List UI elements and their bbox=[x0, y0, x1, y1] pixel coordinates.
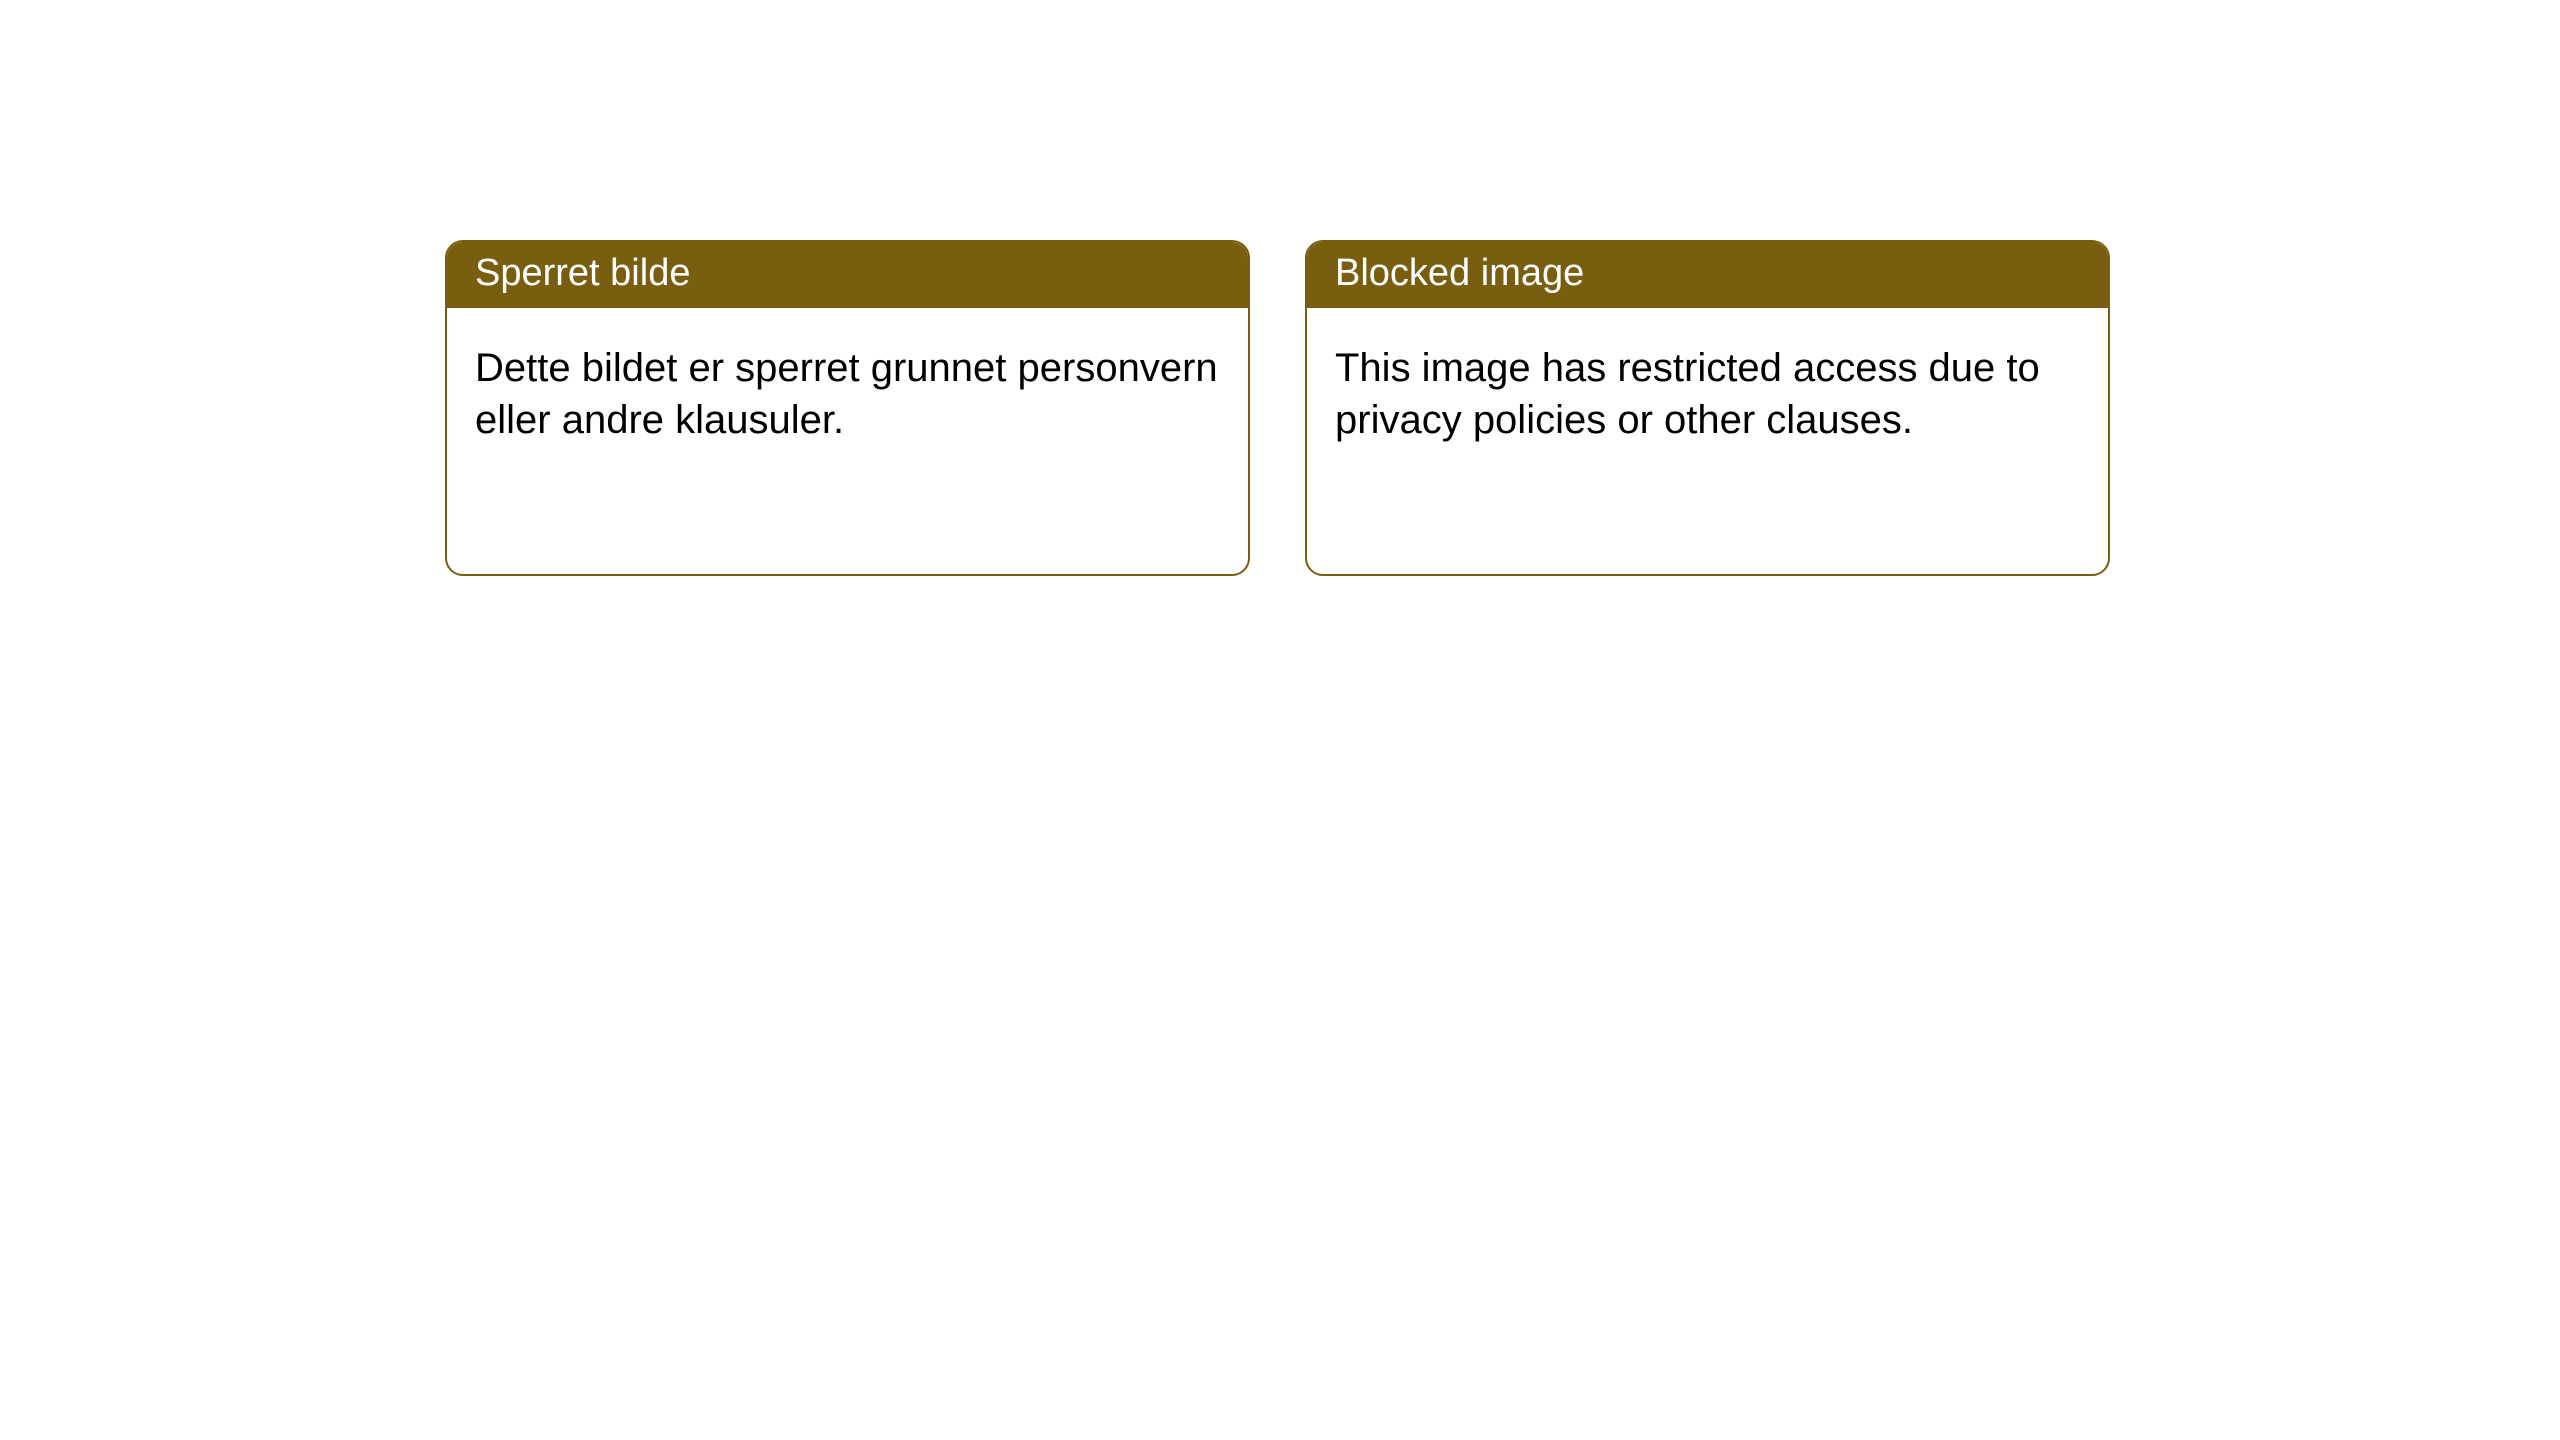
notice-card-english: Blocked image This image has restricted … bbox=[1305, 240, 2110, 576]
notice-header: Sperret bilde bbox=[447, 242, 1248, 308]
notice-card-norwegian: Sperret bilde Dette bildet er sperret gr… bbox=[445, 240, 1250, 576]
notice-body: This image has restricted access due to … bbox=[1307, 308, 2108, 574]
notice-body: Dette bildet er sperret grunnet personve… bbox=[447, 308, 1248, 574]
notice-header: Blocked image bbox=[1307, 242, 2108, 308]
notice-container: Sperret bilde Dette bildet er sperret gr… bbox=[445, 240, 2110, 576]
